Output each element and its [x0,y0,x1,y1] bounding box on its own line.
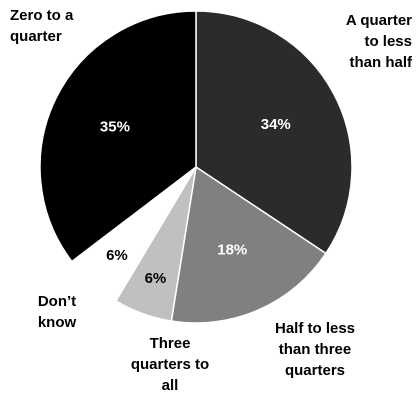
value-label-half-to-less-than-three-quarters: 18% [217,241,247,258]
pie-slice-zero-to-a-quarter [39,10,197,263]
category-label-dont-know: Don’t know [37,293,77,331]
category-label-three-quarters-to-all: Three quarters to all [130,335,210,394]
category-label-zero-to-a-quarter: Zero to a quarter [10,7,74,45]
value-label-a-quarter-to-less-than-half: 34% [261,116,291,133]
value-label-don-t-know: 6% [106,247,128,264]
value-label-zero-to-a-quarter: 35% [100,118,130,135]
category-label-a-quarter-to-less-than-half: A quarter to less than half [345,12,412,71]
value-label-three-quarters-to-all: 6% [145,270,167,287]
category-label-half-to-less-than-three-quarters: Half to less than three quarters [274,320,356,379]
pie-slice-half-to-less-than-three-quarters [170,165,327,324]
